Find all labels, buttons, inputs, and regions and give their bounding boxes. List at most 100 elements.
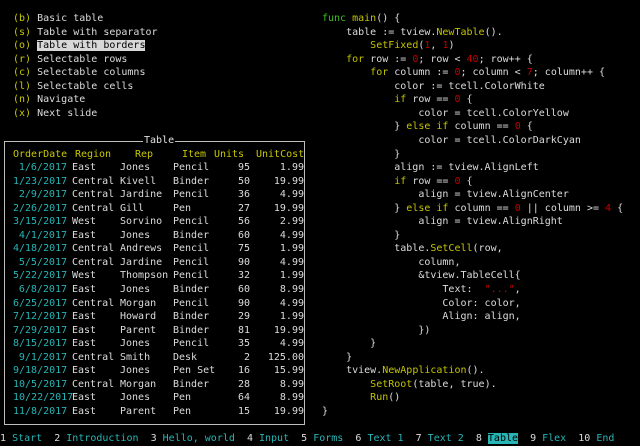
menu-item-label[interactable]: Selectable cells [37, 80, 134, 92]
code-token: "..." [484, 284, 515, 295]
code-token: 4 [605, 202, 612, 214]
cell-order-date: 1/23/2017 [13, 175, 68, 187]
cell-region: East [72, 338, 97, 350]
code-line: column, [322, 256, 460, 270]
cell-units: 15 [237, 405, 250, 417]
menu-item[interactable]: (s) Table with separator [13, 26, 158, 40]
slide-number[interactable]: 5 [301, 433, 308, 444]
code-token: () [388, 392, 401, 404]
code-token: } [322, 202, 407, 214]
code-token: column := [388, 67, 455, 79]
menu-item[interactable]: (c) Selectable columns [13, 66, 145, 80]
code-token: main [352, 13, 377, 24]
code-line: } [322, 337, 376, 351]
slide-tab-flex[interactable]: Flex [542, 433, 567, 444]
cell-item: Pencil [173, 338, 210, 350]
code-line: Text: "...", [322, 283, 520, 297]
menu-item[interactable]: (o) Table with borders [13, 39, 146, 53]
cell-region: East [72, 162, 97, 174]
slide-number[interactable]: 2 [54, 433, 61, 444]
menu-item[interactable]: (l) Selectable cells [13, 80, 133, 94]
slide-tab-text-1[interactable]: Text 1 [367, 433, 404, 444]
code-token: for [370, 67, 389, 79]
cell-region: Central [72, 243, 115, 255]
cell-order-date: 7/29/2017 [13, 324, 68, 336]
menu-item-label[interactable]: Next slide [37, 107, 98, 119]
slide-number[interactable]: 4 [246, 433, 253, 444]
cell-order-date: 2/26/2017 [13, 202, 68, 214]
cell-item: Binder [173, 378, 210, 390]
slide-tab-input[interactable]: Input [259, 433, 290, 444]
menu-item-label[interactable]: Selectable rows [37, 53, 128, 65]
code-token: 7 [526, 67, 533, 79]
code-line: for column := 0; column < 7; column++ { [322, 66, 605, 80]
slide-number[interactable]: 7 [415, 433, 422, 444]
cell-rep: Jardine [120, 189, 163, 201]
menu-item[interactable]: (x) Next slide [13, 107, 97, 121]
code-token: 0 [412, 53, 419, 65]
code-token: () { [376, 13, 401, 24]
code-line: } else if column == 0 || column >= 4 { [322, 202, 623, 216]
code-token: 1 [442, 40, 449, 52]
slide-number[interactable]: 3 [150, 433, 157, 444]
cell-rep: Jardine [120, 256, 163, 268]
cell-item: Binder [173, 175, 210, 187]
code-token [322, 176, 394, 187]
cell-unit-cost: 19.99 [273, 202, 304, 214]
code-line: &tview.TableCell{ [322, 269, 520, 283]
code-line: for row := 0; row < 40; row++ { [322, 53, 533, 67]
code-token: ( [418, 40, 425, 52]
code-token: row == [406, 175, 455, 187]
slide-tab-start[interactable]: Start [12, 433, 43, 444]
code-token: } [322, 338, 377, 350]
code-token [322, 40, 370, 51]
cell-order-date: 10/22/2017 [13, 392, 74, 404]
menu-item-label[interactable]: Selectable columns [37, 67, 146, 79]
code-line: align = tview.AlignRight [322, 215, 563, 229]
cell-unit-cost: 4.99 [279, 297, 304, 309]
code-token: ; row < [418, 53, 467, 65]
slide-number[interactable]: 6 [355, 433, 362, 444]
cell-unit-cost: 4.99 [279, 256, 304, 268]
slide-tab-forms[interactable]: Forms [313, 433, 344, 444]
slide-tab-hello-world[interactable]: Hello, world [162, 433, 235, 444]
slide-tab-table[interactable]: Table [487, 433, 519, 444]
cell-unit-cost: 19.99 [273, 324, 304, 336]
cell-rep: Jones [120, 284, 151, 295]
menu-item-label[interactable]: Table with separator [37, 26, 158, 38]
code-token: 0 [514, 202, 521, 214]
menu-item-label[interactable]: Navigate [37, 94, 86, 106]
code-token: table. [322, 243, 431, 255]
code-line: } [322, 351, 352, 365]
code-token: SetCell [430, 243, 473, 255]
cell-item: Binder [173, 229, 210, 241]
slide-number[interactable]: 9 [530, 433, 537, 444]
slide-number[interactable]: 1 [0, 433, 7, 444]
cell-units: 56 [237, 216, 250, 228]
cell-region: West [72, 216, 97, 228]
code-line: SetFixed(1, 1) [322, 39, 454, 53]
code-token: 0 [454, 175, 461, 187]
code-line: SetRoot(table, true). [322, 378, 496, 392]
code-line: if row == 0 { [322, 175, 472, 189]
cell-order-date: 2/9/2017 [18, 189, 67, 201]
cell-unit-cost: 1.99 [279, 311, 304, 323]
menu-item[interactable]: (n) Navigate [13, 93, 85, 107]
menu-item-shortcut: (o) [13, 40, 32, 52]
slide-number[interactable]: 10 [578, 433, 591, 444]
cell-units: 64 [237, 392, 250, 404]
slide-tab-introduction[interactable]: Introduction [66, 433, 139, 444]
slide-tab-end[interactable]: End [596, 433, 615, 444]
cell-order-date: 10/5/2017 [13, 378, 68, 390]
slide-tab-text-2[interactable]: Text 2 [427, 433, 464, 444]
code-token: func [322, 13, 347, 24]
cell-order-date: 9/18/2017 [13, 365, 68, 377]
menu-item[interactable]: (r) Selectable rows [13, 53, 127, 67]
menu-item[interactable]: (b) Basic table [13, 12, 103, 26]
menu-item-label[interactable]: Basic table [37, 13, 104, 24]
cell-item: Pencil [173, 189, 210, 201]
menu-item-shortcut: (l) [13, 80, 32, 92]
slide-number[interactable]: 8 [475, 433, 482, 444]
menu-item-label[interactable]: Table with borders [37, 40, 146, 52]
cell-units: 27 [237, 202, 250, 214]
